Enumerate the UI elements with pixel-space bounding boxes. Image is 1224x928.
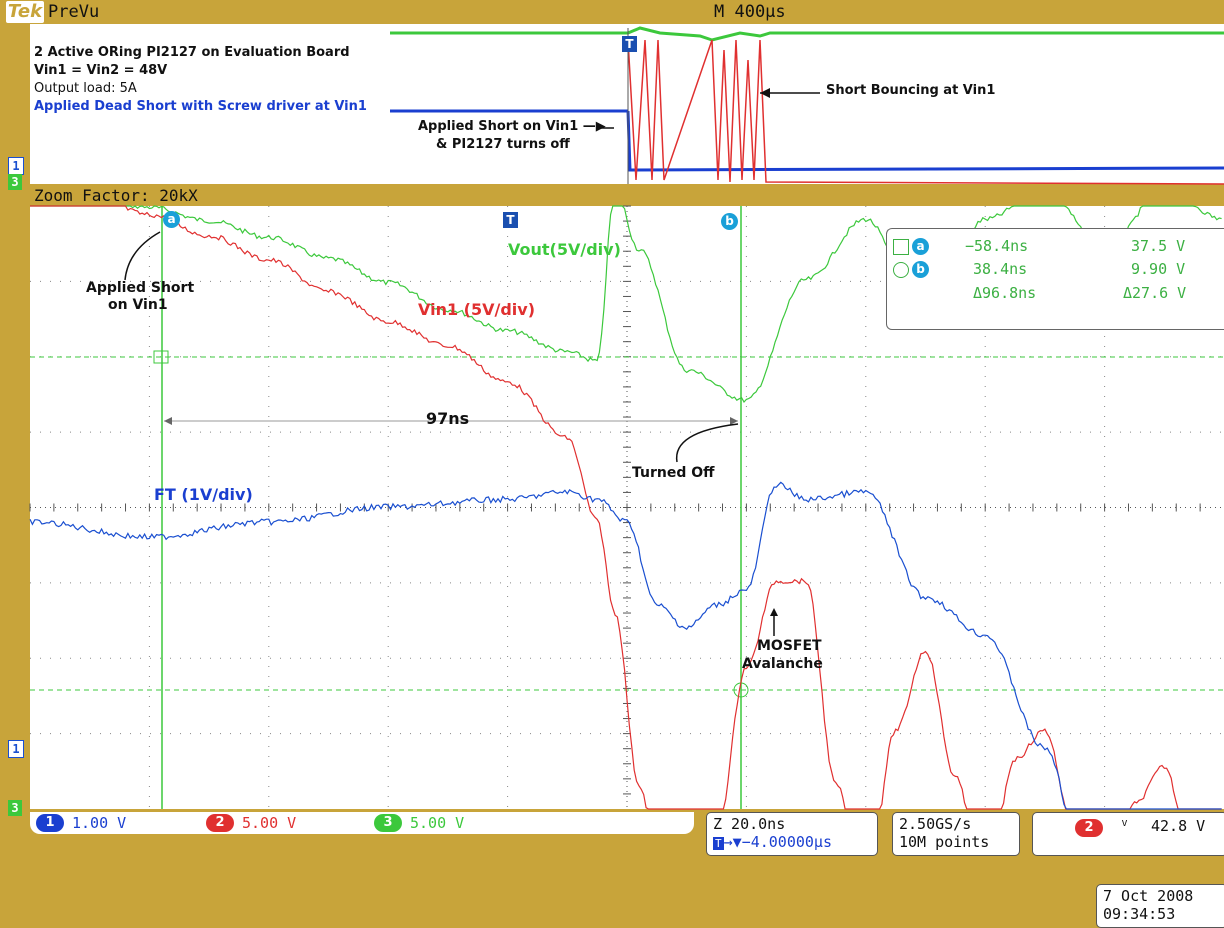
preview-vout-after bbox=[627, 26, 1224, 42]
preview-annotation-bounce: Short Bouncing at Vin1 bbox=[826, 83, 996, 98]
zoom-scale: Z 20.0ns bbox=[713, 815, 786, 833]
trigger-marker: T bbox=[503, 212, 518, 228]
ch3-level-marker-preview: 3 bbox=[8, 174, 22, 190]
date: 7 Oct 2008 bbox=[1103, 887, 1194, 905]
preview-ft-after bbox=[626, 110, 1224, 172]
cursor-a-crosshair bbox=[153, 350, 169, 364]
trace-vout bbox=[30, 205, 1222, 404]
time: 09:34:53 bbox=[1103, 905, 1176, 923]
cursor-b-circle-icon bbox=[893, 262, 909, 278]
annotation-applied-short-1: Applied Short bbox=[86, 280, 195, 296]
annotation-turned-off: Turned Off bbox=[632, 465, 715, 481]
preview-note-load: Output load: 5A bbox=[34, 81, 137, 96]
cursor-a-icon: a bbox=[912, 238, 929, 255]
trigger-position: T →▼−4.00000µs bbox=[713, 833, 832, 851]
cursor-delta-time: Δ96.8ns bbox=[973, 284, 1037, 302]
ch1-scale[interactable]: 1 1.00 V bbox=[30, 814, 126, 832]
ch1-scale-value: 1.00 V bbox=[72, 814, 127, 832]
ch3-badge: 3 bbox=[374, 814, 402, 832]
trigger-level: 42.8 V bbox=[1151, 817, 1206, 835]
ch2-scale[interactable]: 2 5.00 V bbox=[200, 812, 296, 834]
delay-arrow-left-icon bbox=[164, 417, 172, 425]
ft-series-label: FT (1V/div) bbox=[154, 485, 253, 504]
trace-ft bbox=[29, 481, 1222, 810]
record-length: 10M points bbox=[899, 833, 990, 851]
cursor-b-icon: b bbox=[912, 261, 929, 278]
tek-logo: Tek bbox=[6, 1, 44, 23]
ch2-scale-value: 5.00 V bbox=[242, 814, 297, 832]
ch3-scale-value: 5.00 V bbox=[410, 814, 465, 832]
zoom-factor-label: Zoom Factor: 20kX bbox=[34, 186, 198, 205]
trace-vin1 bbox=[30, 205, 1222, 810]
vin1-series-label: Vin1 (5V/div) bbox=[418, 300, 536, 319]
status-area: 1 1.00 V 2 5.00 V 3 5.00 V Z 20.0ns T →▼−4.0… bbox=[0, 808, 1224, 928]
trigger-channel-badge: 2 bbox=[1075, 819, 1103, 837]
cursor-b-marker[interactable]: b bbox=[721, 213, 738, 230]
ch3-scale[interactable]: 3 5.00 V bbox=[368, 812, 464, 834]
cursor-readout: a −58.4ns 37.5 V b 38.4ns 9.90 V Δ96.8ns… bbox=[886, 228, 1224, 330]
waveform-traces bbox=[29, 205, 1222, 810]
mosfet-pointer-head-icon bbox=[770, 608, 778, 616]
preview-note-title: 2 Active ORing PI2127 on Evaluation Boar… bbox=[34, 45, 350, 60]
vout-series-label: Vout(5V/div) bbox=[508, 240, 621, 259]
trigger-slope-icon: ⱽ bbox=[1120, 817, 1130, 835]
graticule bbox=[29, 205, 1224, 809]
trigger-marker-preview: T bbox=[622, 36, 637, 52]
cursor-b-time: 38.4ns bbox=[973, 260, 1028, 278]
ch3-level-marker: 3 bbox=[8, 800, 22, 816]
channel-scale-bar: 1 1.00 V 2 5.00 V 3 5.00 V bbox=[30, 812, 694, 834]
trigger-readout[interactable]: 2 ⱽ 42.8 V bbox=[1032, 812, 1224, 856]
trigger-position-value: →▼−4.00000µs bbox=[723, 833, 832, 851]
cursor-delta-volt: Δ27.6 V bbox=[1123, 284, 1187, 302]
preview-traces bbox=[390, 26, 1224, 185]
timebase-label: M 400µs bbox=[714, 2, 786, 22]
annotation-mosfet-1: MOSFET bbox=[757, 638, 822, 654]
cursor-a-time: −58.4ns bbox=[965, 237, 1029, 255]
cursor-a-volt: 37.5 V bbox=[1131, 237, 1186, 255]
cursor-b-volt: 9.90 V bbox=[1131, 260, 1186, 278]
ch2-badge: 2 bbox=[206, 814, 234, 832]
sample-rate: 2.50GS/s bbox=[899, 815, 972, 833]
preview-vin1-trace bbox=[627, 39, 1224, 185]
annotation-mosfet-2: Avalanche bbox=[742, 656, 823, 672]
preview-note-vin: Vin1 = Vin2 = 48V bbox=[34, 63, 168, 78]
annotation-delay: 97ns bbox=[426, 409, 470, 428]
preview-annotation-short-2: & PI2127 turns off bbox=[436, 137, 570, 152]
horizontal-readout[interactable]: Z 20.0ns T →▼−4.00000µs bbox=[706, 812, 878, 856]
bounce-arrow-head-icon bbox=[760, 88, 770, 98]
turned-off-pointer bbox=[675, 423, 739, 463]
acquisition-readout[interactable]: 2.50GS/s 10M points bbox=[892, 812, 1020, 856]
ch1-level-marker: 1 bbox=[8, 740, 24, 758]
cursor-a-square-icon bbox=[893, 239, 909, 255]
preview-note-short: Applied Dead Short with Screw driver at … bbox=[34, 99, 367, 114]
top-bar: Tek PreVu M 400µs bbox=[0, 0, 1224, 24]
annotation-applied-short-2: on Vin1 bbox=[108, 297, 168, 313]
ch1-level-marker-preview: 1 bbox=[8, 157, 24, 175]
datetime-readout: 7 Oct 2008 09:34:53 bbox=[1096, 884, 1224, 928]
mode-label: PreVu bbox=[48, 2, 100, 22]
cursor-a-marker[interactable]: a bbox=[163, 211, 180, 228]
preview-annotation-short-1: Applied Short on Vin1 —▶ bbox=[418, 119, 606, 134]
delay-arrow-right-icon bbox=[730, 417, 738, 425]
applied-short-pointer bbox=[124, 231, 161, 281]
ch1-badge: 1 bbox=[36, 814, 64, 832]
